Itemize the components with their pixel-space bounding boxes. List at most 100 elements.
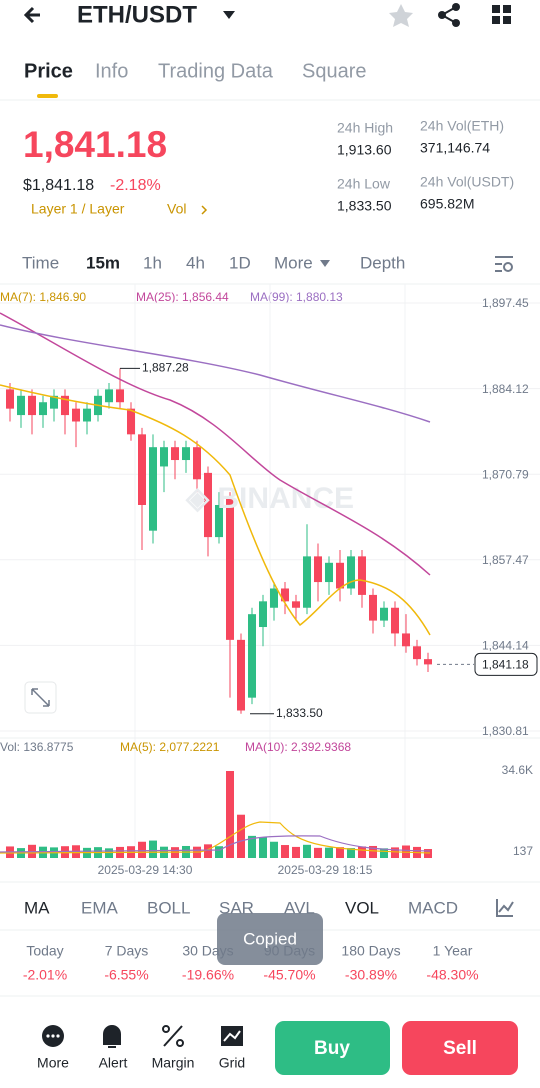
tab-indicator [37,94,58,98]
volume-bar [358,846,366,858]
time-label: 2025-03-29 18:15 [278,863,373,877]
volume-bar [248,835,256,858]
stat-value: 1,833.50 [337,198,392,214]
action-label[interactable]: Grid [219,1055,245,1071]
interval[interactable]: 1h [143,253,162,272]
action-label[interactable]: More [37,1055,69,1071]
vol-legend: Vol: 136.8775 [0,740,74,754]
stat-label: 24h Vol(USDT) [420,174,514,190]
tag[interactable]: Layer 1 / Layer [31,201,125,217]
settings-icon[interactable] [495,256,513,272]
interval[interactable]: Depth [360,253,405,272]
volume-bar [204,844,212,858]
interval[interactable]: 15m [86,253,120,272]
alert-icon[interactable] [103,1025,121,1048]
interval[interactable]: 1D [229,253,251,272]
candle-body [424,659,432,665]
stat-value: 1,913.60 [337,142,392,158]
dropdown-icon[interactable] [223,11,235,19]
candle-body [116,389,124,403]
volume-bar [314,847,322,858]
volume-bar [105,848,113,858]
interval[interactable]: Time [22,253,59,272]
current-price-label: 1,841.18 [482,658,529,672]
indicator[interactable]: MACD [408,898,458,917]
tab[interactable]: Price [24,60,73,82]
share-icon[interactable] [438,3,460,27]
chart-icon[interactable] [496,899,514,917]
stat-label: 24h Vol(ETH) [420,118,504,134]
volume-bar [391,847,399,858]
current-price-box [474,652,538,676]
volume-bar [226,771,234,858]
candle-body [347,556,355,589]
grid-bot-icon[interactable] [221,1026,243,1046]
time-label: 2025-03-29 14:30 [98,863,193,877]
action-label[interactable]: Margin [152,1055,195,1071]
candle-body [50,395,58,409]
candle-body [402,633,410,647]
tab[interactable]: Info [95,60,128,82]
stat-value: 695.82M [420,196,474,212]
candle-body [39,402,47,416]
interval[interactable]: 4h [186,253,205,272]
vol-ma5-line [0,821,431,854]
perf-label: 180 Days [341,943,400,959]
more-icon[interactable] [42,1025,64,1047]
candle-body [28,395,36,416]
dropdown-icon[interactable] [320,260,330,267]
indicator[interactable]: SAR [219,898,254,917]
volume-bar [237,814,245,858]
candle-body [226,498,234,640]
stat-label: 24h Low [337,176,391,192]
candle-body [281,588,289,602]
candle-body [182,447,190,461]
candle-body [325,562,333,583]
margin-icon[interactable] [162,1025,184,1047]
star-icon[interactable] [389,4,413,27]
sell-button[interactable] [402,1021,518,1075]
vol-legend: MA(5): 2,077.2221 [120,740,220,754]
candle-body [248,614,256,698]
candle-body [380,607,388,621]
sell-label[interactable]: Sell [443,1038,477,1059]
back-icon[interactable] [23,6,40,24]
indicator[interactable]: BOLL [147,898,190,917]
candle-body [369,594,377,621]
tab[interactable]: Trading Data [158,60,274,82]
volume-bar [259,837,267,858]
indicator[interactable]: VOL [345,898,379,917]
indicator[interactable]: MA [24,898,50,917]
candle-body [6,389,14,409]
interval[interactable]: More [274,253,313,272]
perf-value: -6.55% [104,967,148,983]
volume-bar [325,847,333,858]
volume-bar [149,840,157,858]
grid-icon[interactable] [492,5,511,24]
candle-body [413,646,421,660]
pair-title[interactable]: ETH/USDT [77,1,197,28]
candle-body [149,447,157,531]
vol-tick-label: 137 [513,844,533,858]
candle-body [259,601,267,628]
perf-value: -30.89% [345,967,397,983]
candle-body [61,395,69,416]
y-tick-label: 1,830.81 [482,724,529,738]
candle-body [358,556,366,595]
ma99-line [0,324,431,423]
volume-bar [270,841,278,858]
ma25-line [0,312,431,576]
high-label: 1,887.28 [142,360,189,374]
tag[interactable]: Vol [167,201,186,217]
action-label[interactable]: Alert [99,1055,128,1071]
buy-label[interactable]: Buy [314,1038,350,1059]
volume-bar [380,848,388,858]
chevron [201,205,208,215]
buy-button[interactable] [275,1021,390,1075]
indicator[interactable]: AVL [284,898,315,917]
volume-bar [336,847,344,858]
indicator[interactable]: EMA [81,898,119,917]
tab[interactable]: Square [302,60,367,82]
y-tick-label: 1,844.14 [482,639,529,653]
